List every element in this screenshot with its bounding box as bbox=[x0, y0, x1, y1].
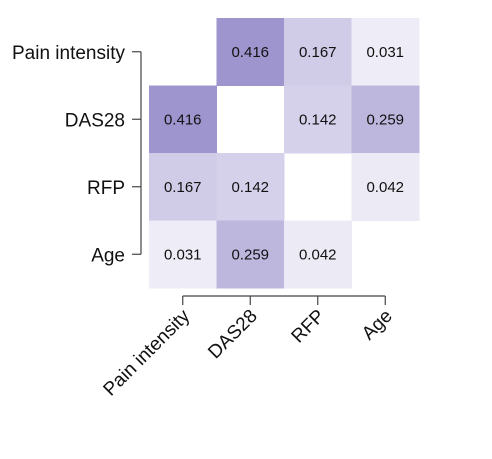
cell-value-label: 0.416 bbox=[164, 111, 202, 128]
row-tick-label: Age bbox=[91, 245, 125, 266]
row-tick-label: Pain intensity bbox=[12, 43, 126, 64]
cell-value-label: 0.142 bbox=[299, 111, 337, 128]
cell-value-label: 0.042 bbox=[366, 179, 404, 196]
heatmap-cell bbox=[284, 220, 352, 289]
cell-value-label: 0.167 bbox=[164, 179, 202, 196]
heatmap-cell bbox=[149, 153, 217, 221]
row-tick-label: DAS28 bbox=[65, 110, 125, 131]
cell-value-label: 0.042 bbox=[299, 246, 337, 263]
heatmap-cell bbox=[149, 85, 217, 154]
heatmap-cell bbox=[216, 220, 285, 289]
column-tick-label: DAS28 bbox=[204, 306, 261, 363]
row-tick-label: RFP bbox=[87, 178, 125, 199]
heatmap-cell bbox=[351, 18, 420, 86]
heatmap-cell bbox=[284, 85, 352, 154]
column-axis: Pain intensity DAS28 RFP Age bbox=[100, 295, 397, 400]
heatmap-cell bbox=[351, 153, 420, 221]
column-tick-label: Pain intensity bbox=[100, 305, 195, 400]
heatmap-cell bbox=[216, 18, 285, 86]
cell-value-label: 0.031 bbox=[366, 44, 404, 61]
cell-value-label: 0.416 bbox=[231, 44, 269, 61]
heatmap-cell bbox=[149, 220, 217, 289]
heatmap-cell bbox=[351, 85, 420, 154]
heatmap-cell bbox=[216, 153, 285, 221]
row-axis: Pain intensity DAS28 RFP Age bbox=[12, 43, 142, 266]
cell-value-label: 0.142 bbox=[231, 179, 269, 196]
column-tick-label: RFP bbox=[288, 306, 330, 348]
column-tick-label: Age bbox=[358, 306, 397, 345]
cell-value-label: 0.259 bbox=[231, 246, 269, 263]
cell-value-label: 0.259 bbox=[366, 111, 404, 128]
heatmap-cells: 0.416 0.167 0.031 0.416 0.142 0.259 0.167 0.142… bbox=[149, 18, 420, 289]
cell-value-label: 0.167 bbox=[299, 44, 337, 61]
cell-value-label: 0.031 bbox=[164, 246, 202, 263]
heatmap-cell bbox=[284, 18, 352, 86]
